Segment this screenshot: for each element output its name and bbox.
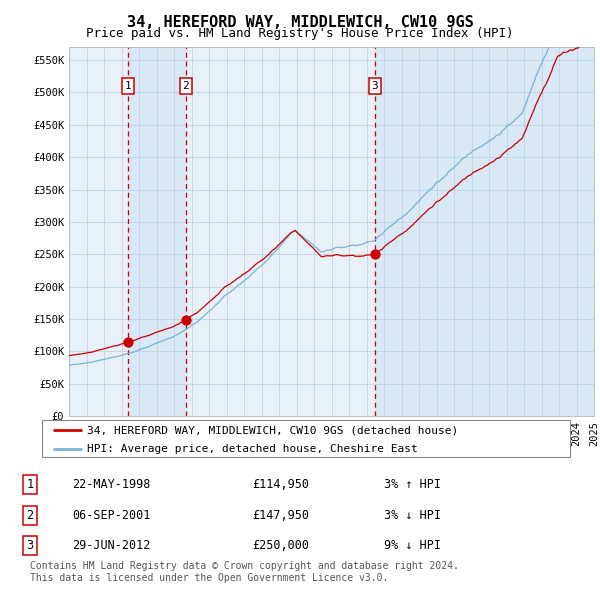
Text: 3% ↑ HPI: 3% ↑ HPI: [384, 478, 441, 491]
Text: 3: 3: [26, 539, 34, 552]
Text: £114,950: £114,950: [252, 478, 309, 491]
Text: 06-SEP-2001: 06-SEP-2001: [72, 509, 151, 522]
Bar: [128, 47, 186, 416]
Text: £250,000: £250,000: [252, 539, 309, 552]
Text: 2: 2: [182, 81, 189, 91]
Text: 3: 3: [371, 81, 379, 91]
Text: £147,950: £147,950: [252, 509, 309, 522]
Text: 34, HEREFORD WAY, MIDDLEWICH, CW10 9GS (detached house): 34, HEREFORD WAY, MIDDLEWICH, CW10 9GS (…: [87, 425, 458, 435]
Bar: [375, 47, 600, 416]
FancyBboxPatch shape: [42, 420, 570, 457]
Text: 1: 1: [125, 81, 131, 91]
Point: [370, 250, 380, 259]
Text: 29-JUN-2012: 29-JUN-2012: [72, 539, 151, 552]
Text: 3% ↓ HPI: 3% ↓ HPI: [384, 509, 441, 522]
Text: 1: 1: [26, 478, 34, 491]
Text: 34, HEREFORD WAY, MIDDLEWICH, CW10 9GS: 34, HEREFORD WAY, MIDDLEWICH, CW10 9GS: [127, 15, 473, 30]
Text: HPI: Average price, detached house, Cheshire East: HPI: Average price, detached house, Ches…: [87, 444, 418, 454]
Point: [181, 316, 191, 325]
Text: 22-MAY-1998: 22-MAY-1998: [72, 478, 151, 491]
Text: Price paid vs. HM Land Registry's House Price Index (HPI): Price paid vs. HM Land Registry's House …: [86, 27, 514, 40]
Text: 9% ↓ HPI: 9% ↓ HPI: [384, 539, 441, 552]
Text: 2: 2: [26, 509, 34, 522]
Text: Contains HM Land Registry data © Crown copyright and database right 2024.
This d: Contains HM Land Registry data © Crown c…: [30, 561, 459, 583]
Point: [124, 337, 133, 346]
